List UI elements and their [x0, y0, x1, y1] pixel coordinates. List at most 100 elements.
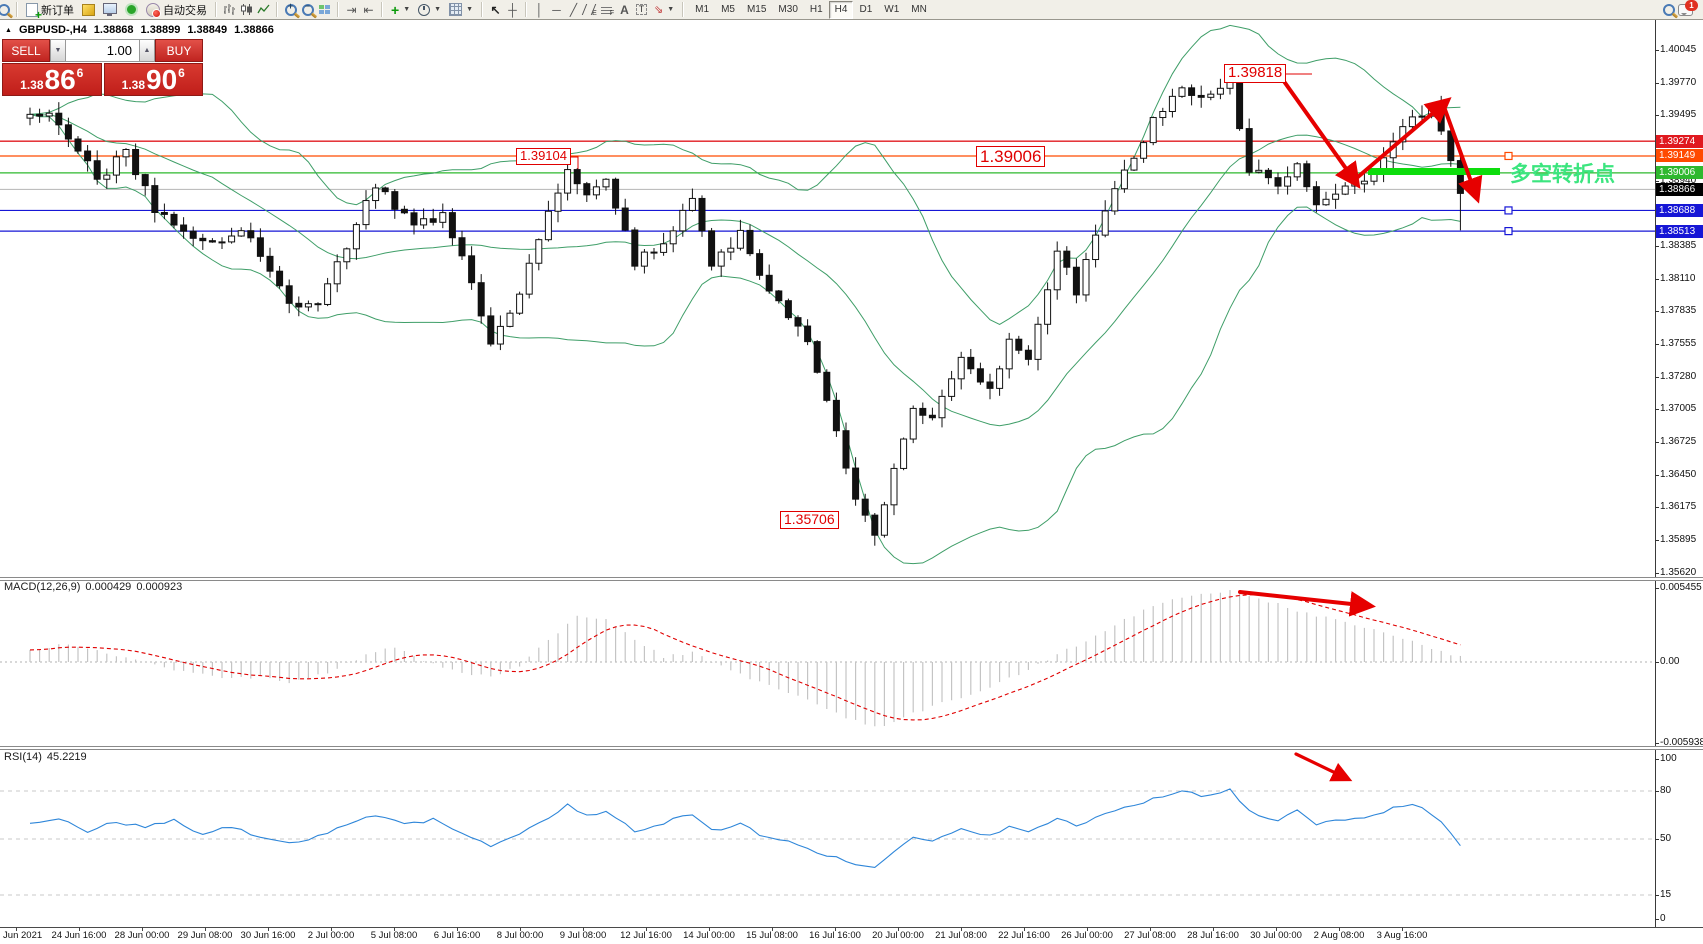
macd-axis-tick	[1655, 587, 1659, 589]
market-button[interactable]	[79, 1, 98, 19]
price-axis-tick	[1655, 572, 1659, 574]
new-order-button[interactable]: 新订单	[23, 1, 77, 22]
vertical-line-tool-icon[interactable]: │	[535, 2, 544, 17]
buy-button[interactable]: BUY	[155, 39, 203, 62]
price-axis-tick	[1655, 115, 1659, 117]
time-axis-label: 24 Jun 16:00	[51, 930, 107, 941]
timeframe-m1[interactable]: M1	[695, 4, 710, 15]
timeframe-mn[interactable]: MN	[911, 4, 927, 15]
timeframe-h4[interactable]: H4	[828, 0, 854, 19]
price-axis-line[interactable]	[1655, 20, 1656, 927]
timeframe-m15[interactable]: M15	[746, 4, 767, 15]
price-axis-label: 1.36725	[1660, 436, 1697, 448]
trend-arrow[interactable]	[1350, 97, 1452, 184]
channel-tool-icon[interactable]: E	[581, 2, 598, 17]
volume-input[interactable]: 1.00	[66, 39, 139, 62]
price-axis-badge: 1.38688	[1656, 203, 1703, 217]
line-anchor-marker[interactable]	[1504, 227, 1513, 236]
time-axis-label: 23 Jun 2021	[0, 930, 43, 941]
crosshair-tool-icon[interactable]: ┼	[508, 2, 517, 17]
indicators-menu-button[interactable]: + ▼	[388, 1, 413, 19]
volume-decrease-button[interactable]: ▼	[50, 39, 66, 62]
price-annotation[interactable]: 1.39104	[516, 148, 571, 165]
price-axis-tick	[1655, 311, 1659, 313]
price-axis-badge: 1.39006	[1656, 166, 1703, 180]
panel-separator[interactable]	[0, 577, 1703, 581]
time-axis-label: 28 Jul 16:00	[1187, 930, 1239, 941]
cursor-tool-icon[interactable]: ↖	[490, 2, 501, 17]
trend-arrow[interactable]	[1238, 590, 1376, 617]
zoom-in-icon[interactable]: +	[283, 1, 298, 17]
timeframe-m30[interactable]: M30	[778, 4, 798, 15]
collapse-arrow-icon[interactable]: ▲	[5, 26, 12, 34]
chart-shift-icon[interactable]: ⇥	[346, 2, 357, 17]
experts-button[interactable]	[100, 1, 120, 19]
auto-scroll-icon[interactable]: ⇤	[363, 2, 374, 17]
fibonacci-tool-icon[interactable]: F	[600, 2, 615, 17]
time-axis-tick	[1276, 927, 1277, 931]
price-annotation[interactable]: 1.39006	[976, 146, 1046, 168]
search-icon[interactable]	[0, 2, 11, 17]
search-icon[interactable]	[1661, 2, 1676, 17]
price-axis-tick	[1655, 409, 1659, 411]
price-annotation[interactable]: 1.39818	[1224, 64, 1287, 83]
time-axis-label: 30 Jul 00:00	[1250, 930, 1302, 941]
volume-increase-button[interactable]: ▲	[139, 39, 155, 62]
auto-trading-icon	[146, 2, 161, 18]
trend-arrow[interactable]	[1441, 102, 1483, 204]
notifications-button[interactable]: 1	[1678, 0, 1698, 17]
panel-separator[interactable]	[0, 746, 1703, 750]
time-axis-tick	[79, 927, 80, 931]
price-annotation[interactable]: 1.35706	[780, 511, 839, 529]
chevron-down-icon: ▼	[466, 6, 473, 13]
trendline-tool-icon[interactable]: ╱	[569, 2, 578, 17]
bar-chart-icon[interactable]	[222, 2, 237, 17]
tile-windows-icon[interactable]	[317, 2, 332, 17]
time-axis-label: 21 Jul 08:00	[935, 930, 987, 941]
sell-price-button[interactable]: 1.38 86 6	[2, 63, 102, 96]
toolbar-separator	[16, 2, 18, 17]
time-axis-tick	[1024, 927, 1025, 931]
signals-button[interactable]	[122, 1, 141, 19]
line-anchor-marker[interactable]	[1504, 151, 1513, 161]
toolbar-separator	[381, 2, 383, 17]
bull-bear-turning-point-annotation[interactable]: 多空转折点	[1510, 163, 1615, 186]
chart-header: ▲ GBPUSD-,H4 1.38868 1.38899 1.38849 1.3…	[5, 24, 274, 36]
price-axis-label: 1.38110	[1660, 272, 1696, 284]
arrows-tool-button[interactable]: ⇘ ▼	[651, 1, 677, 19]
rsi-axis-label: 50	[1660, 833, 1672, 844]
sell-price-pip: 6	[76, 66, 84, 80]
time-axis-tick	[898, 927, 899, 931]
templates-menu-button[interactable]: ▼	[446, 1, 476, 19]
sell-price-small: 1.38	[20, 78, 44, 92]
trend-arrow[interactable]	[1294, 752, 1353, 782]
price-axis-label: 1.37835	[1660, 305, 1697, 317]
candlestick-chart-icon[interactable]	[239, 2, 254, 17]
text-tool-icon[interactable]: A	[620, 2, 629, 17]
buy-price-button[interactable]: 1.38 90 6	[103, 63, 203, 96]
symbol-title: GBPUSD-,H4	[18, 24, 87, 36]
rsi-axis-label: 100	[1660, 753, 1677, 764]
trend-arrow[interactable]	[1281, 78, 1361, 189]
timeframe-w1[interactable]: W1	[884, 4, 900, 15]
horizontal-line-tool-icon[interactable]: ─	[552, 2, 561, 17]
auto-trading-button[interactable]: 自动交易	[143, 1, 210, 19]
text-label-tool-icon[interactable]: T	[634, 2, 649, 17]
line-anchor-marker[interactable]	[1504, 206, 1513, 215]
timeframe-d1[interactable]: D1	[859, 4, 873, 15]
line-chart-icon[interactable]	[256, 2, 271, 17]
toolbar-separator	[276, 2, 278, 17]
zoom-out-icon[interactable]: −	[300, 1, 315, 17]
support-highlight-bar[interactable]	[1368, 168, 1500, 175]
price-axis-label: 1.35895	[1660, 534, 1697, 546]
time-axis-tick	[268, 927, 269, 931]
timeframe-m5[interactable]: M5	[721, 4, 735, 15]
ohlc-open: 1.38868	[93, 24, 134, 36]
price-axis-badge: 1.39149	[1656, 149, 1703, 163]
price-axis-tick	[1655, 376, 1659, 378]
periods-menu-button[interactable]: ▼	[415, 1, 444, 19]
sell-button[interactable]: SELL	[2, 39, 50, 62]
timeframe-h1[interactable]: H1	[809, 4, 823, 15]
time-axis-tick	[394, 927, 395, 931]
